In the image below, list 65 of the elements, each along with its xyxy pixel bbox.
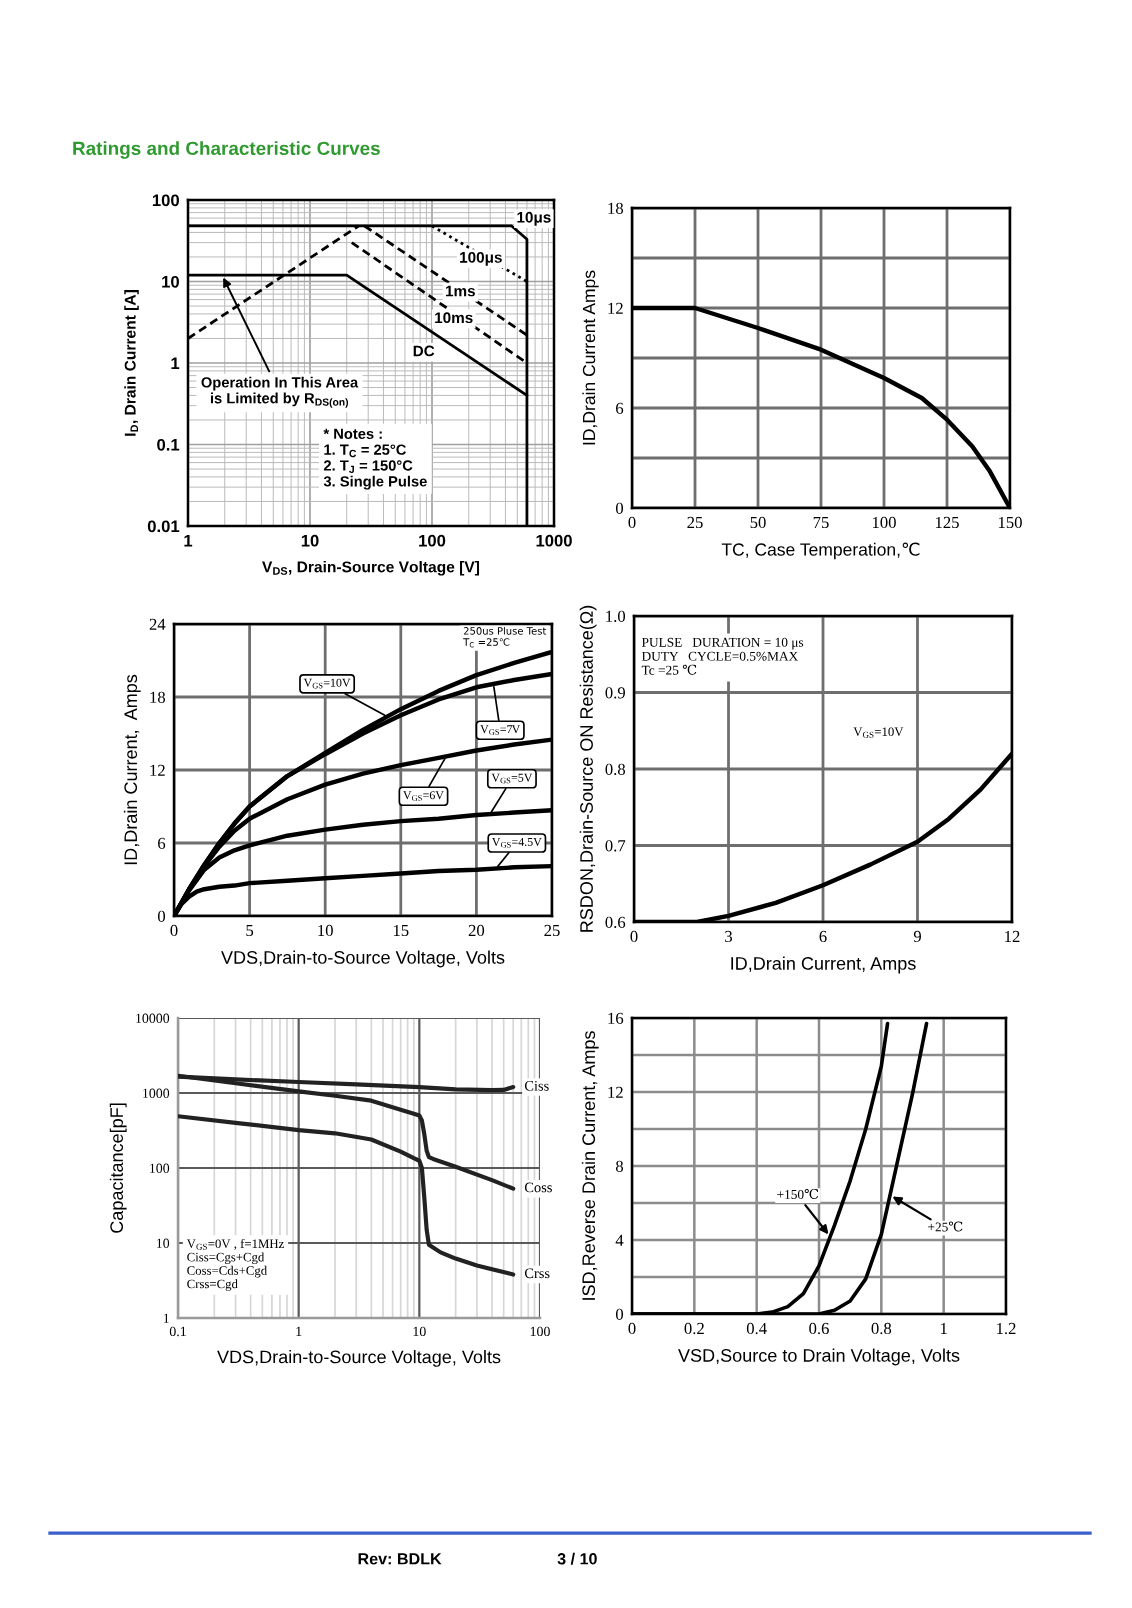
x-tick-label: 25 [687, 516, 703, 529]
x-tick-label: 20 [468, 924, 485, 937]
y-tick-label: 24 [149, 618, 166, 630]
x-axis-title: VSD,Source to Drain Voltage, Volts [678, 1348, 960, 1366]
y-tick-label: 8 [615, 1160, 624, 1172]
x-tick-label: 9 [913, 930, 921, 943]
y-tick-label: 4 [615, 1234, 624, 1246]
x-tick-label: 0 [630, 930, 638, 943]
y-tick-label: 18 [150, 691, 166, 703]
x-tick-label: 125 [935, 516, 959, 529]
x-tick-label: 100 [872, 516, 896, 529]
y-axis-title: ID,Drain Current Amps [582, 270, 599, 445]
text: Ratings and Characteristic Curves [73, 141, 380, 159]
x-tick-label: 1 [184, 534, 193, 547]
y-tick-label: 0.6 [605, 916, 626, 929]
x-tick-label: 0.8 [871, 1322, 892, 1335]
x-tick-label: 150 [998, 516, 1022, 529]
y-tick-label: 1.0 [606, 610, 626, 623]
x-tick-label: 0 [628, 516, 636, 529]
y-axis-title: ISD,Reverse Drain Current, Amps [581, 1031, 599, 1300]
y-axis-title: ID,Drain Current, Amps [123, 674, 141, 865]
y-tick-label: 0 [615, 502, 624, 514]
x-tick-label: 12 [1005, 930, 1020, 942]
x-axis-title: VDS,Drain-to-Source Voltage, Volts [217, 1350, 501, 1367]
x-tick-label: 6 [819, 930, 827, 943]
y-tick-label: 6 [158, 837, 166, 849]
x-tick-label: 0.2 [684, 1322, 704, 1335]
y-tick-label: 0.1 [157, 438, 180, 451]
x-tick-label: 25 [544, 924, 560, 937]
y-tick-label: 0.8 [605, 763, 626, 776]
x-tick-label: 3 [725, 930, 733, 943]
x-tick-label: 5 [246, 924, 254, 937]
y-tick-label: 0.9 [605, 687, 625, 699]
y-tick-label: 12 [150, 764, 165, 776]
y-tick-label: 10 [162, 275, 179, 288]
x-tick-label: 1 [940, 1322, 947, 1334]
y-tick-label: 12 [608, 302, 623, 314]
x-tick-label: 0.4 [746, 1322, 767, 1335]
x-tick-label: 0.6 [809, 1322, 829, 1335]
x-tick-label: 15 [393, 924, 409, 937]
text: Rev: BDLK [358, 1553, 442, 1565]
x-axis-title: VDS,Drain-to-Source Voltage, Volts [221, 950, 505, 968]
y-tick-label: 0.7 [605, 840, 626, 852]
y-axis-title: Capacitance[pF] [109, 1103, 127, 1233]
x-tick-label: 0 [628, 1322, 636, 1335]
x-tick-label: 50 [750, 516, 766, 529]
y-tick-label: 18 [608, 202, 624, 214]
text: 3 / 10 [557, 1552, 597, 1565]
x-axis-title: TC, Case Temperation,℃ [721, 542, 920, 560]
x-tick-label: 75 [813, 516, 829, 529]
y-tick-label: 6 [616, 402, 624, 414]
x-tick-label: 100 [419, 534, 446, 547]
y-axis-title: RSDON,Drain-Source ON Resistance(Ω) [579, 605, 597, 932]
x-tick-label: 10 [301, 534, 319, 547]
y-tick-label: 0.01 [147, 520, 180, 533]
y-tick-label: 16 [608, 1012, 624, 1024]
x-tick-label: 1000 [536, 534, 572, 547]
x-tick-label: 1.2 [997, 1322, 1016, 1335]
y-tick-label: 0 [615, 1308, 624, 1320]
y-tick-label: 1 [171, 357, 180, 370]
x-tick-label: 10 [318, 924, 333, 937]
y-tick-label: 0 [157, 910, 166, 922]
y-tick-label: 100 [152, 194, 179, 207]
y-tick-label: 12 [608, 1086, 623, 1098]
x-axis-title: ID,Drain Current, Amps [731, 956, 916, 974]
